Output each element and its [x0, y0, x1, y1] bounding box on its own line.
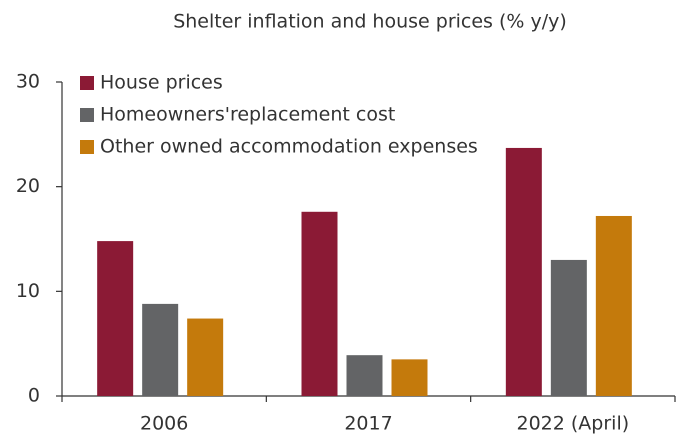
- bar: [301, 211, 338, 396]
- legend-swatch: [80, 108, 94, 122]
- y-tick-label: 10: [16, 280, 40, 302]
- bar: [505, 147, 542, 396]
- legend-label: House prices: [100, 72, 223, 94]
- bar: [97, 241, 134, 396]
- y-tick-label: 0: [28, 385, 40, 407]
- bar: [550, 259, 587, 396]
- x-tick-label: 2022 (April): [517, 413, 630, 435]
- x-tick-label: 2017: [344, 413, 392, 435]
- legend-swatch: [80, 140, 94, 154]
- bar: [391, 359, 428, 396]
- bar: [346, 355, 383, 396]
- chart-title: Shelter inflation and house prices (% y/…: [173, 11, 567, 33]
- legend-swatch: [80, 76, 94, 90]
- bar: [595, 215, 632, 396]
- y-tick-label: 30: [16, 71, 40, 93]
- y-tick-label: 20: [16, 175, 40, 197]
- x-tick-label: 2006: [140, 413, 188, 435]
- legend-label: Homeowners'replacement cost: [100, 104, 395, 126]
- bar: [142, 303, 179, 396]
- bar: [187, 318, 224, 396]
- legend-label: Other owned accommodation expenses: [100, 136, 478, 158]
